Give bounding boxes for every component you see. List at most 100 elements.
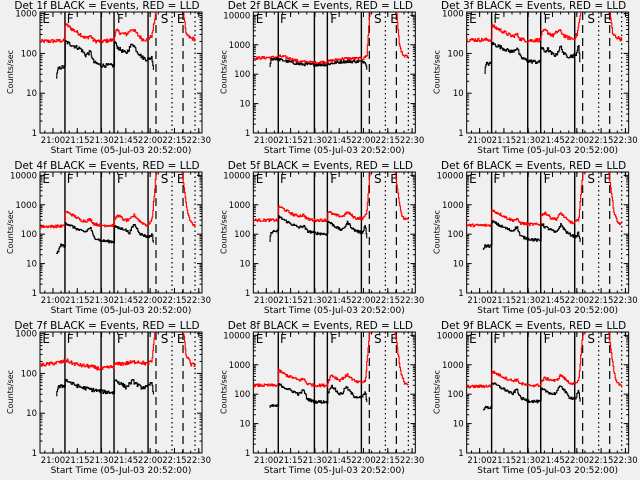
interval-marker: E [42,12,50,26]
x-tick-label: 22:30 [613,296,638,306]
events-series [56,222,154,254]
interval-marker: S [587,332,595,346]
x-tick-label: 22:30 [187,136,212,146]
interval-marker: F [544,12,551,26]
x-tick-label: 21:30 [516,296,541,306]
interval-marker: S [161,332,169,346]
y-tick-label: 1000 [229,201,251,211]
lld-series [253,332,409,388]
lld-series [253,172,409,223]
y-tick-label: 10 [26,409,37,419]
x-tick-label: 22:15 [589,136,614,146]
events-series [484,41,581,75]
x-axis-label: Start Time (05-Jul-03 20:52:00) [264,466,405,476]
interval-marker: E [469,172,477,186]
interval-marker: E [256,332,264,346]
y-tick-label: 100 [447,390,463,400]
x-tick-label: 21:45 [114,296,139,306]
y-tick-label: 10 [453,89,464,99]
x-tick-label: 22:30 [400,136,425,146]
interval-marker: E [42,332,50,346]
interval-marker: E [177,12,185,26]
x-tick-label: 22:30 [187,296,212,306]
x-axis-label: Start Time (05-Jul-03 20:52:00) [264,306,405,316]
plot-frame [252,171,416,294]
interval-marker: E [390,12,398,26]
y-tick-label: 100 [447,49,463,59]
panel-det-9: Det 9f BLACK = Events, RED = LLD Counts/s… [433,320,638,476]
interval-marker: S [587,172,595,186]
interval-marker: F [67,172,74,186]
x-tick-label: 21:45 [540,296,565,306]
interval-marker: E [604,332,612,346]
y-tick-label: 1 [32,289,37,299]
events-series [269,215,368,242]
panel-title: Det 2f BLACK = Events, RED = LLD [228,0,413,12]
x-tick-label: 22:00 [351,296,376,306]
x-tick-label: 22:00 [351,136,376,146]
events-series [269,382,368,408]
panel-det-3: Det 3f BLACK = Events, RED = LLD Counts/s… [433,0,638,156]
plot-frame [466,171,630,294]
x-tick-label: 22:00 [138,456,163,466]
panel-det-4: Det 4f BLACK = Events, RED = LLD Counts/s… [6,160,211,316]
lld-series [40,172,196,229]
lld-series [466,12,623,43]
x-tick-label: 21:15 [492,456,516,466]
x-tick-label: 22:15 [589,296,614,306]
y-tick-label: 10000 [437,171,464,181]
lld-series [40,12,196,44]
plot-frame [39,331,203,454]
x-tick-label: 21:00 [254,456,279,466]
y-axis-label: Counts/sec [6,210,15,254]
x-tick-label: 21:15 [492,136,516,146]
y-tick-label: 1000 [15,10,37,20]
y-tick-label: 10000 [223,331,250,341]
interval-marker: F [330,332,337,346]
y-axis-label: Counts/sec [219,210,228,254]
x-tick-label: 21:45 [327,456,352,466]
y-tick-label: 1000 [229,41,251,51]
panel-det-5: Det 5f BLACK = Events, RED = LLD Counts/s… [219,160,424,316]
y-tick-label: 1 [458,129,463,139]
x-tick-label: 21:00 [41,456,66,466]
x-tick-label: 22:00 [138,296,163,306]
interval-marker: S [587,12,595,26]
x-tick-label: 21:30 [303,456,328,466]
plot-frame [39,171,203,294]
events-series [56,378,154,397]
x-axis-label: Start Time (05-Jul-03 20:52:00) [477,466,618,476]
interval-marker: E [177,172,185,186]
y-tick-label: 100 [234,70,250,80]
y-tick-label: 10000 [437,331,464,341]
y-axis-label: Counts/sec [219,50,228,94]
x-axis-label: Start Time (05-Jul-03 20:52:00) [264,146,405,156]
panel-title: Det 3f BLACK = Events, RED = LLD [441,0,626,12]
x-tick-label: 21:30 [303,296,328,306]
x-tick-label: 22:15 [162,136,187,146]
y-tick-label: 100 [234,390,250,400]
x-tick-label: 21:30 [516,456,541,466]
y-axis-label: Counts/sec [6,50,15,94]
x-tick-label: 22:00 [565,136,590,146]
plot-frame [466,11,630,134]
interval-marker: F [330,12,337,26]
plot-frame [466,331,630,454]
events-series [56,40,154,79]
panel-title: Det 8f BLACK = Events, RED = LLD [228,320,413,332]
x-tick-label: 21:15 [278,136,303,146]
y-tick-label: 1 [245,449,250,459]
x-axis-label: Start Time (05-Jul-03 20:52:00) [477,306,618,316]
panel-title: Det 4f BLACK = Events, RED = LLD [14,160,199,172]
interval-marker: F [280,332,287,346]
x-tick-label: 21:15 [492,296,516,306]
x-tick-label: 21:30 [89,136,114,146]
x-tick-label: 21:15 [65,456,90,466]
x-tick-label: 22:00 [351,456,376,466]
y-axis-label: Counts/sec [219,370,228,414]
interval-marker: E [469,332,477,346]
x-tick-label: 22:30 [400,296,425,306]
x-axis-label: Start Time (05-Jul-03 20:52:00) [51,466,192,476]
x-tick-label: 22:15 [162,456,187,466]
x-tick-label: 22:00 [138,136,163,146]
